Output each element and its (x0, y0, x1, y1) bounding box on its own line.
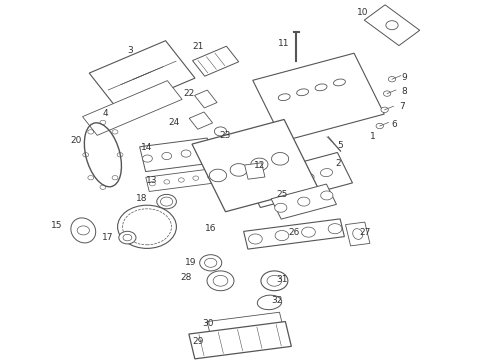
Text: 17: 17 (102, 233, 114, 242)
Ellipse shape (162, 152, 172, 159)
Text: 11: 11 (278, 39, 290, 48)
Ellipse shape (161, 197, 172, 206)
Ellipse shape (386, 21, 398, 30)
Text: 32: 32 (271, 296, 283, 305)
Ellipse shape (118, 205, 176, 248)
Ellipse shape (278, 94, 290, 100)
Text: 24: 24 (169, 118, 179, 127)
Bar (189, 112, 213, 129)
Bar (192, 120, 318, 212)
Ellipse shape (178, 178, 184, 182)
Ellipse shape (143, 155, 152, 162)
Bar (140, 138, 213, 172)
Text: 31: 31 (276, 275, 288, 284)
Ellipse shape (388, 77, 396, 82)
Ellipse shape (251, 158, 268, 171)
Bar (245, 153, 352, 207)
Ellipse shape (193, 176, 199, 180)
Ellipse shape (200, 255, 221, 271)
Ellipse shape (384, 91, 391, 96)
Bar (193, 46, 239, 76)
Bar (82, 81, 182, 135)
Text: 4: 4 (102, 109, 108, 118)
Text: 2: 2 (335, 159, 341, 168)
Ellipse shape (230, 163, 247, 176)
Text: 25: 25 (276, 190, 288, 199)
Ellipse shape (200, 148, 210, 155)
Ellipse shape (320, 168, 333, 177)
Ellipse shape (328, 224, 342, 234)
Ellipse shape (315, 84, 327, 91)
Bar (253, 53, 384, 141)
Bar (244, 219, 344, 249)
Ellipse shape (207, 174, 213, 179)
Ellipse shape (149, 181, 155, 186)
Ellipse shape (157, 194, 176, 209)
Ellipse shape (123, 234, 132, 241)
Bar (189, 321, 292, 359)
Text: 26: 26 (288, 228, 300, 237)
Text: 19: 19 (185, 258, 197, 267)
Ellipse shape (209, 169, 226, 182)
Bar (207, 312, 283, 336)
Text: 1: 1 (369, 132, 375, 141)
Text: 18: 18 (136, 194, 148, 202)
Text: 7: 7 (399, 102, 405, 111)
Text: 6: 6 (392, 120, 397, 129)
Ellipse shape (77, 226, 90, 235)
Text: 20: 20 (70, 136, 82, 145)
Ellipse shape (181, 150, 191, 157)
Ellipse shape (213, 275, 228, 286)
Text: 16: 16 (205, 224, 217, 233)
Ellipse shape (271, 153, 289, 165)
Ellipse shape (284, 179, 296, 186)
Text: 28: 28 (180, 273, 192, 282)
Ellipse shape (320, 191, 333, 200)
Bar (146, 168, 217, 192)
Bar (89, 41, 195, 111)
Text: 3: 3 (127, 46, 133, 55)
Bar (345, 222, 370, 246)
Ellipse shape (257, 295, 282, 310)
Text: 23: 23 (220, 131, 231, 140)
Ellipse shape (248, 234, 262, 244)
Ellipse shape (205, 258, 217, 267)
Ellipse shape (265, 183, 277, 192)
Text: 5: 5 (338, 141, 343, 150)
Text: 29: 29 (193, 338, 204, 346)
Ellipse shape (298, 197, 310, 206)
Text: 9: 9 (401, 73, 407, 82)
Text: 15: 15 (50, 220, 62, 230)
Bar (364, 5, 420, 46)
Ellipse shape (207, 271, 234, 291)
Ellipse shape (296, 89, 309, 96)
Ellipse shape (261, 271, 288, 291)
Text: 21: 21 (193, 42, 204, 51)
Ellipse shape (381, 107, 388, 113)
Bar (195, 90, 217, 108)
Ellipse shape (334, 79, 345, 86)
Ellipse shape (275, 230, 289, 240)
Ellipse shape (302, 227, 316, 237)
Text: 10: 10 (357, 8, 368, 17)
Ellipse shape (71, 218, 96, 243)
Text: 13: 13 (146, 176, 158, 185)
Text: 14: 14 (141, 143, 153, 152)
Text: 8: 8 (401, 87, 407, 96)
Ellipse shape (275, 203, 287, 212)
Ellipse shape (215, 127, 226, 136)
Text: 30: 30 (202, 320, 214, 328)
Ellipse shape (302, 174, 314, 181)
Ellipse shape (164, 180, 170, 184)
Text: 12: 12 (254, 161, 266, 170)
Bar (271, 184, 337, 219)
Text: 27: 27 (359, 228, 371, 237)
Ellipse shape (267, 275, 282, 286)
Ellipse shape (376, 123, 384, 129)
Ellipse shape (353, 229, 363, 239)
Ellipse shape (119, 231, 136, 244)
Bar (245, 163, 265, 179)
Text: 22: 22 (183, 89, 194, 98)
